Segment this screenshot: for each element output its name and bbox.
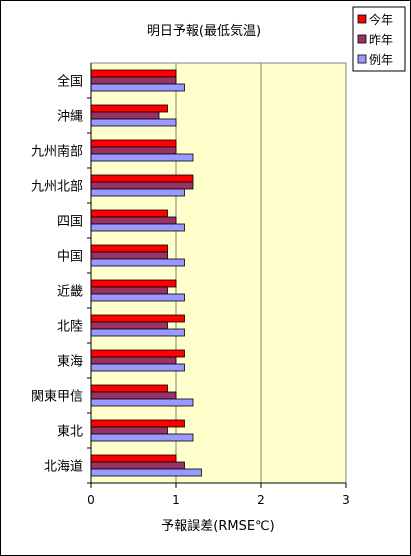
legend-swatch: [357, 34, 367, 44]
x-axis-label: 予報誤差(RMSE℃): [161, 518, 274, 534]
category-label: 沖縄: [57, 110, 83, 125]
category-label: 全国: [57, 74, 83, 90]
bar: [90, 293, 185, 302]
bar: [90, 314, 185, 323]
bar: [90, 356, 177, 365]
bar: [90, 69, 177, 78]
bar: [90, 391, 177, 400]
bar: [90, 76, 177, 85]
bar: [90, 146, 177, 155]
legend-swatch: [357, 54, 367, 64]
chart-title: 明日予報(最低気温): [147, 23, 261, 39]
bar: [90, 419, 185, 428]
bar: [90, 223, 185, 232]
bar: [90, 153, 194, 162]
bar: [90, 83, 185, 92]
bar: [90, 461, 185, 470]
bar: [90, 216, 177, 225]
bar: [90, 454, 177, 463]
legend-label: 例年: [369, 53, 393, 67]
bar: [90, 104, 168, 113]
category-label: 東海: [57, 354, 83, 370]
bar: [90, 118, 177, 127]
category-label: 九州北部: [31, 180, 83, 195]
x-tick-label: 3: [342, 493, 350, 507]
bar: [90, 181, 194, 190]
bar: [90, 349, 185, 358]
legend-swatch: [357, 14, 367, 24]
bar: [90, 426, 168, 435]
bar: [90, 111, 160, 120]
legend-label: 昨年: [369, 33, 393, 47]
category-label: 九州南部: [31, 144, 83, 160]
category-label: 北海道: [44, 460, 83, 475]
category-label: 関東甲信: [31, 389, 83, 405]
bar: [90, 174, 194, 183]
bar: [90, 279, 177, 288]
category-label: 四国: [57, 215, 83, 230]
category-label: 北陸: [57, 319, 83, 335]
x-ticks: 0 1 2 3: [87, 483, 350, 507]
bar: [90, 398, 194, 407]
bar: [90, 321, 168, 330]
category-label: 中国: [57, 250, 83, 265]
x-tick-label: 2: [257, 493, 265, 507]
bar: [90, 209, 168, 218]
category-label: 近畿: [57, 285, 83, 300]
bar: [90, 139, 177, 148]
bar: [90, 251, 168, 260]
category-label: 東北: [57, 424, 83, 440]
plot-area: [90, 62, 347, 484]
bar: [90, 286, 168, 295]
bar: [90, 468, 202, 477]
bar: [90, 328, 185, 337]
bar: [90, 188, 185, 197]
x-tick-label: 1: [172, 493, 180, 507]
bar: [90, 433, 194, 442]
bar: [90, 384, 168, 393]
bar: [90, 244, 168, 253]
legend-label: 今年: [369, 12, 393, 27]
bar: [90, 258, 185, 267]
bar: [90, 363, 185, 372]
gridlines: [175, 63, 347, 483]
x-tick-label: 0: [87, 493, 95, 507]
